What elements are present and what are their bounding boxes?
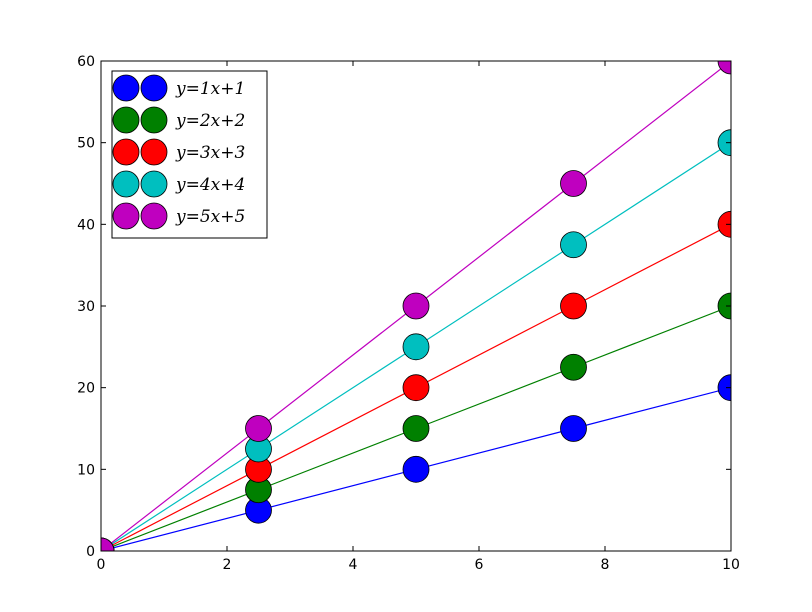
data-point	[717, 210, 731, 238]
y-tick-label: 30	[77, 299, 95, 315]
x-tick-label: 6	[475, 557, 484, 573]
axes-layer: 0 2 4 6 8 10 0 10 20 30 40 50 60	[77, 54, 740, 573]
data-point	[245, 415, 272, 442]
data-point	[717, 292, 731, 320]
legend-label: y=2x+2	[175, 111, 245, 131]
x-tick-label: 4	[349, 557, 358, 573]
y-tick-label: 40	[77, 217, 95, 233]
y-tick-label: 20	[77, 381, 95, 397]
y-tick-label: 0	[86, 544, 95, 560]
legend-label: y=3x+3	[175, 143, 245, 163]
legend-marker	[112, 170, 140, 198]
data-point	[402, 374, 430, 402]
legend-marker	[140, 138, 168, 166]
x-tick-label: 8	[601, 557, 610, 573]
x-tick-label: 2	[223, 557, 232, 573]
y-tick-label: 10	[77, 462, 95, 478]
data-point	[402, 415, 430, 442]
series-layer	[101, 61, 731, 551]
legend-label: y=5x+5	[175, 207, 245, 227]
legend: y=1x+1 y=2x+2 y=3x+3 y=4x+4 y=5x+5	[111, 70, 268, 239]
legend-marker	[112, 106, 140, 134]
data-point	[560, 353, 587, 381]
legend-marker	[112, 138, 140, 166]
y-tick-label: 50	[77, 136, 95, 152]
y-tick-label: 60	[77, 54, 95, 70]
data-point	[717, 61, 731, 75]
legend-marker	[112, 202, 140, 230]
x-tick-label: 10	[722, 557, 740, 573]
data-point	[717, 129, 731, 157]
data-point	[560, 170, 587, 197]
data-point	[560, 415, 587, 442]
data-point	[402, 455, 430, 483]
legend-marker	[112, 74, 140, 102]
legend-marker	[140, 170, 168, 198]
legend-marker	[140, 74, 168, 102]
data-point	[717, 374, 731, 402]
data-point	[101, 537, 115, 551]
data-point	[402, 292, 430, 320]
data-point	[560, 231, 587, 259]
legend-marker	[140, 106, 168, 134]
legend-marker	[140, 202, 168, 230]
legend-label: y=4x+4	[175, 175, 245, 195]
data-point	[402, 333, 430, 361]
data-point	[560, 292, 587, 320]
x-tick-label: 0	[97, 557, 106, 573]
legend-label: y=1x+1	[175, 79, 245, 99]
